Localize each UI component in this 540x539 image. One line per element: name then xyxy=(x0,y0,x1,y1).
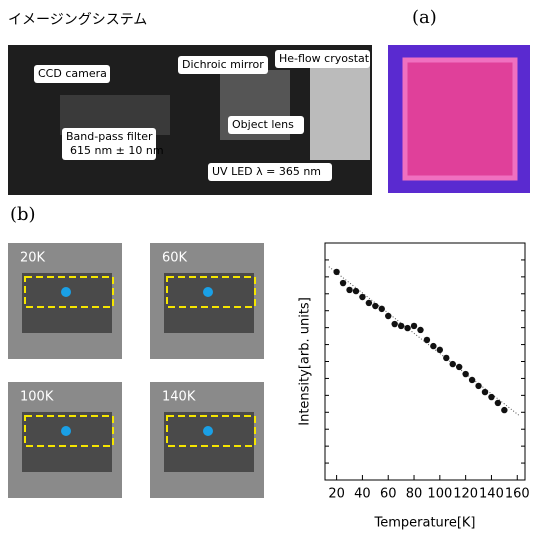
x-tick-label: 160 xyxy=(505,487,530,502)
data-point xyxy=(391,321,397,327)
data-point xyxy=(424,337,430,343)
data-point xyxy=(450,361,456,367)
data-point xyxy=(353,288,359,294)
data-point xyxy=(501,407,507,413)
panel-label: 60K xyxy=(162,251,188,266)
data-point xyxy=(333,269,339,275)
data-point xyxy=(475,383,481,389)
roi-dot xyxy=(203,287,213,297)
panel-shade xyxy=(164,273,254,333)
data-point xyxy=(340,280,346,286)
data-point xyxy=(482,389,488,395)
x-tick-label: 60 xyxy=(380,487,397,502)
label-b: (b) xyxy=(10,204,36,225)
data-point xyxy=(417,327,423,333)
label: 615 nm ± 10 nm xyxy=(70,144,164,157)
data-point xyxy=(346,287,352,293)
y-axis-label: Intensity[arb. units] xyxy=(298,297,313,426)
panel-shade xyxy=(22,412,112,472)
data-point xyxy=(462,371,468,377)
figure: イメージングシステム (a) CCD camera Dichroic mirro… xyxy=(0,0,540,535)
label: CCD camera xyxy=(38,67,107,80)
data-point xyxy=(379,306,385,312)
data-point xyxy=(430,343,436,349)
roi-dot xyxy=(61,426,71,436)
data-point xyxy=(385,313,391,319)
title: イメージングシステム xyxy=(8,12,147,28)
data-point xyxy=(456,364,462,370)
data-point xyxy=(398,323,404,329)
cryostat-body xyxy=(310,60,370,160)
panel-shade xyxy=(22,273,112,333)
roi-dot xyxy=(61,287,71,297)
panel-label: 20K xyxy=(20,251,46,266)
panel-label: 140K xyxy=(162,390,196,405)
data-point xyxy=(488,394,494,400)
panel-shade xyxy=(164,412,254,472)
sample-square xyxy=(405,60,515,178)
panel-label: 100K xyxy=(20,390,54,405)
label: Band-pass filter xyxy=(66,130,153,143)
label-a: (a) xyxy=(412,7,437,28)
data-point xyxy=(411,323,417,329)
x-tick-label: 120 xyxy=(453,487,478,502)
data-point xyxy=(469,377,475,383)
x-tick-label: 100 xyxy=(427,487,452,502)
label: Dichroic mirror xyxy=(182,58,264,71)
data-point xyxy=(359,294,365,300)
data-point xyxy=(372,303,378,309)
label: UV LED λ = 365 nm xyxy=(212,165,321,178)
label: Object lens xyxy=(232,118,294,131)
x-tick-label: 20 xyxy=(328,487,345,502)
x-tick-label: 140 xyxy=(479,487,504,502)
plot-frame xyxy=(325,243,525,480)
x-tick-label: 40 xyxy=(354,487,371,502)
data-point xyxy=(404,325,410,331)
data-point xyxy=(366,300,372,306)
data-point xyxy=(437,347,443,353)
data-point xyxy=(443,355,449,361)
label: He-flow cryostat xyxy=(279,52,370,65)
x-axis-label: Temperature[K] xyxy=(373,516,475,531)
roi-dot xyxy=(203,426,213,436)
data-point xyxy=(495,400,501,406)
x-tick-label: 80 xyxy=(406,487,423,502)
